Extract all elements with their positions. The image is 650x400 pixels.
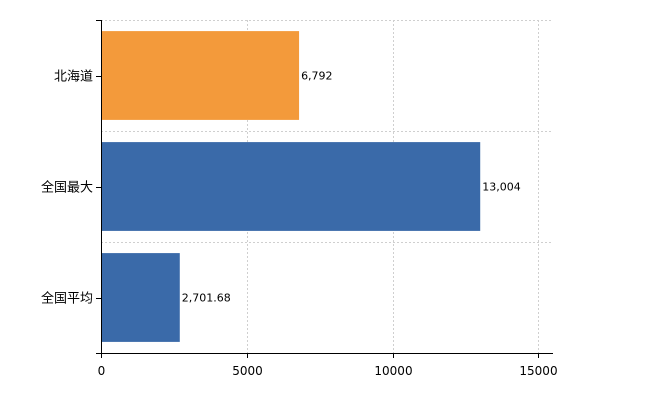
category-label-0: 北海道 xyxy=(54,70,93,85)
bars xyxy=(101,31,481,342)
data-label-0: 6,792 xyxy=(301,70,333,83)
labels: 6,792 北海道 13,004 全国最大 2,701.68 全国平均 0 5000 10000… xyxy=(41,70,558,379)
axes xyxy=(96,20,553,358)
x-tick-label-0: 0 xyxy=(98,364,106,378)
bar-2 xyxy=(101,253,180,342)
data-label-2: 2,701.68 xyxy=(182,292,231,305)
category-label-2: 全国平均 xyxy=(41,291,93,307)
x-tick-label-3: 15000 xyxy=(519,364,557,378)
category-label-1: 全国最大 xyxy=(41,180,93,196)
x-tick-label-1: 5000 xyxy=(232,364,263,378)
bar-0 xyxy=(101,31,300,120)
grid-lines xyxy=(101,20,553,353)
bar-1 xyxy=(101,142,481,231)
x-tick-label-2: 10000 xyxy=(374,364,412,378)
data-label-1: 13,004 xyxy=(482,181,520,194)
